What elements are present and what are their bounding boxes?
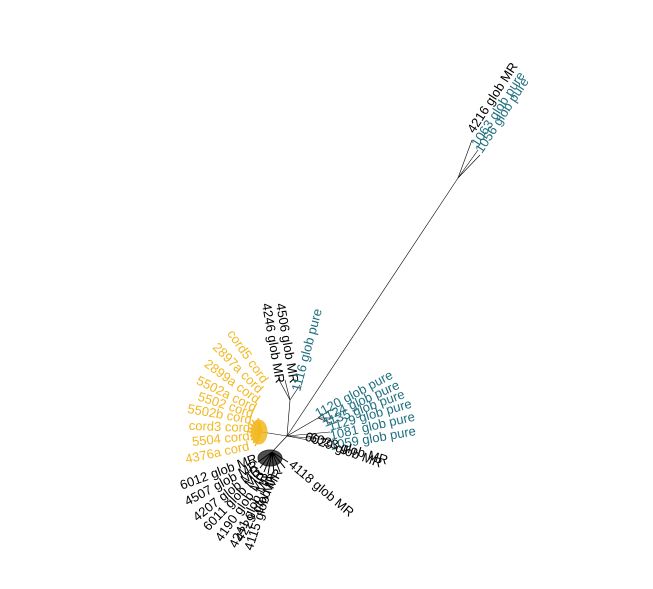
tip-label: 4118 glob MR: [286, 457, 357, 520]
far-cluster-branch: [457, 149, 479, 179]
right-branch: [286, 435, 331, 441]
far-cluster-branch: [457, 139, 473, 179]
bottom-branch: [271, 435, 288, 453]
tip-label: 5504 cord: [191, 428, 250, 449]
top-branch: [289, 384, 301, 401]
mr-bundle: [257, 449, 289, 475]
right-branch: [286, 431, 331, 437]
top-branch: [284, 379, 291, 401]
right-branch: [286, 417, 319, 437]
cord-bundle: [248, 417, 268, 447]
far-cluster-branch: [457, 154, 481, 179]
right-mr-branch: [286, 435, 309, 441]
long-branch: [286, 177, 459, 437]
right-branch: [317, 417, 334, 425]
right-branch: [317, 409, 331, 419]
tree-branches: [261, 139, 481, 453]
tip-label: cord3 cord: [189, 418, 251, 435]
top-branch: [286, 399, 291, 437]
top-branch: [277, 377, 291, 401]
